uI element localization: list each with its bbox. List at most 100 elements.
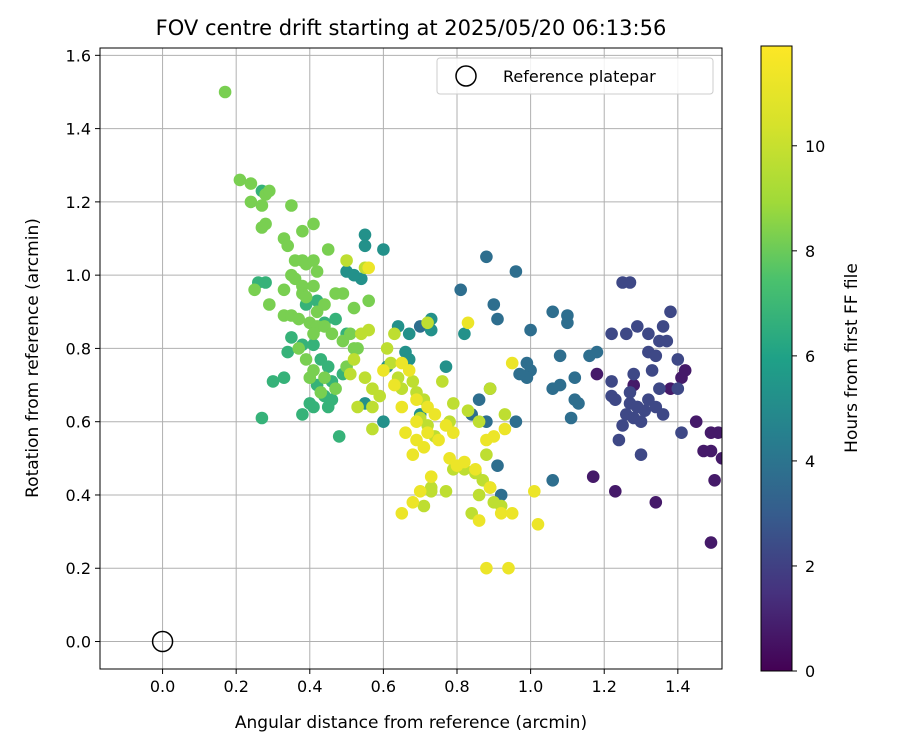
x-tick-label: 1.0 [518,677,543,696]
scatter-point [491,312,504,326]
scatter-point [436,375,449,388]
scatter-point [307,279,320,293]
scatter-point [347,301,361,315]
scatter-point [461,404,475,418]
scatter-point [428,408,442,421]
y-tick-label: 0.2 [66,559,91,578]
scatter-point [321,243,335,256]
scatter-point [664,305,677,319]
x-tick-label: 0.6 [371,677,396,696]
scatter-point [483,481,497,494]
scatter-point [281,239,295,253]
scatter-point [351,400,364,414]
scatter-point [447,397,460,410]
scatter-point [307,217,320,231]
colorbar-tick-label: 0 [805,662,815,681]
scatter-point [263,184,276,198]
scatter-point [623,386,637,399]
scatter-point [318,371,331,385]
scatter-point [461,316,475,330]
scatter-point [395,400,409,414]
scatter-point [627,367,640,381]
scatter-point [472,393,486,407]
scatter-point [318,298,331,311]
scatter-point [263,298,276,311]
scatter-point [704,444,718,458]
scatter-point [509,265,523,278]
scatter-point [505,507,519,520]
scatter-point [704,536,718,549]
scatter-point [417,499,431,513]
scatter-point [321,360,335,374]
scatter-point [572,397,585,410]
scatter-point [634,448,648,462]
scatter-point [472,488,486,502]
scatter-point [424,481,438,494]
scatter-point [642,393,655,407]
colorbar-gradient [760,45,793,672]
scatter-point [299,353,313,366]
scatter-point [616,419,629,432]
chart-title: FOV centre drift starting at 2025/05/20 … [156,16,667,40]
scatter-point [494,507,508,520]
scatter-point [472,415,486,429]
scatter-point [218,85,232,99]
scatter-point [277,371,291,385]
scatter-point [329,382,342,396]
scatter-point [307,338,320,352]
scatter-point [344,327,357,341]
scatter-point [233,173,247,187]
scatter-point [505,356,519,370]
y-tick-label: 1.2 [66,193,91,212]
scatter-point [605,327,618,341]
scatter-point [366,422,379,436]
scatter-point [255,221,269,234]
x-axis-label: Angular distance from reference (arcmin) [235,713,587,733]
y-tick-label: 0.4 [66,486,91,505]
scatter-point [266,375,280,388]
scatter-point [244,195,258,209]
scatter-point [649,496,663,509]
scatter-point [402,364,416,377]
y-tick-label: 0.8 [66,339,91,358]
colorbar-tick-label: 2 [805,557,815,576]
scatter-point [310,265,324,278]
scatter-point [358,371,372,385]
scatter-point [656,320,670,333]
scatter-point [255,411,269,425]
scatter-point [564,411,578,425]
scatter-point [358,228,372,242]
data-points [218,85,722,575]
scatter-point [498,422,512,436]
scatter-point [609,485,622,498]
scatter-point [634,415,648,429]
x-tick-label: 0.8 [444,677,469,696]
scatter-point [524,323,537,337]
scatter-point [487,496,501,509]
scatter-point [351,342,364,355]
scatter-point [336,287,350,300]
legend-marker-icon [455,65,477,87]
scatter-point [432,433,445,447]
scatter-point [347,353,361,366]
scatter-point [377,243,390,256]
scatter-point [491,459,504,473]
scatter-point [344,367,357,381]
scatter-point [417,441,431,454]
scatter-point [612,433,626,447]
scatter-point [285,199,298,212]
scatter-point [704,426,718,440]
scatter-point [586,470,600,484]
scatter-point [653,382,666,396]
y-axis-ticks: 0.0 0.2 0.4 0.6 0.8 1.0 1.2 1.4 1.6 [66,46,100,652]
scatter-point [480,433,493,447]
scatter-point [715,452,722,465]
scatter-point [281,345,295,359]
scatter-point [355,327,368,341]
scatter-point [528,485,541,498]
scatter-point [388,327,401,341]
scatter-point [377,415,390,429]
scatter-point [296,224,309,238]
legend-box [436,57,714,95]
scatter-point [255,199,269,212]
